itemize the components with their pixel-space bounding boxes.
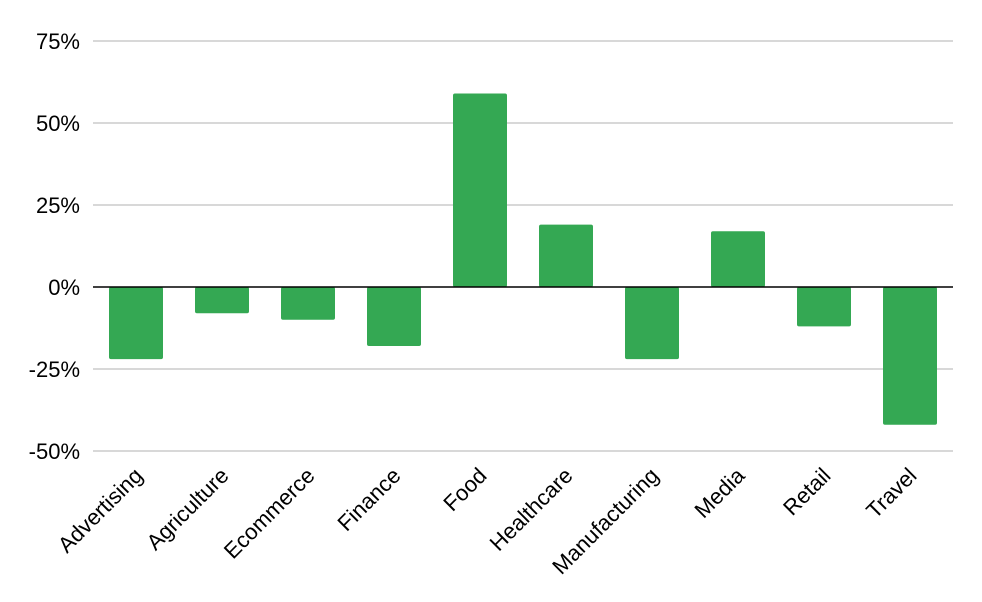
x-tick-label: Advertising — [53, 463, 148, 558]
y-axis-tick-labels: 75% 50% 25% 0% -25% -50% — [29, 29, 80, 464]
y-tick-label: -25% — [29, 357, 80, 382]
y-tick-label: 75% — [36, 29, 80, 54]
y-tick-label: 25% — [36, 193, 80, 218]
y-tick-label: 50% — [36, 111, 80, 136]
bar-retail — [797, 287, 851, 327]
bars — [109, 93, 937, 425]
bar-media — [711, 231, 765, 287]
x-tick-label: Retail — [778, 463, 835, 520]
x-tick-label: Media — [689, 462, 750, 523]
bar-finance — [367, 287, 421, 347]
y-tick-label: 0% — [48, 275, 80, 300]
x-tick-label: Ecommerce — [219, 463, 320, 564]
bar-agriculture — [195, 287, 249, 314]
bar-manufacturing — [625, 287, 679, 360]
bar-healthcare — [539, 224, 593, 287]
grid-lines — [93, 40, 953, 452]
x-tick-label: Finance — [333, 463, 406, 536]
bar-food — [453, 93, 507, 287]
bar-ecommerce — [281, 287, 335, 320]
x-tick-label: Healthcare — [485, 463, 578, 556]
x-tick-label: Food — [438, 463, 491, 516]
bar-travel — [883, 287, 937, 425]
y-tick-label: -50% — [29, 439, 80, 464]
bar-advertising — [109, 287, 163, 360]
x-tick-label: Agriculture — [142, 463, 234, 555]
x-tick-label: Travel — [861, 463, 921, 523]
